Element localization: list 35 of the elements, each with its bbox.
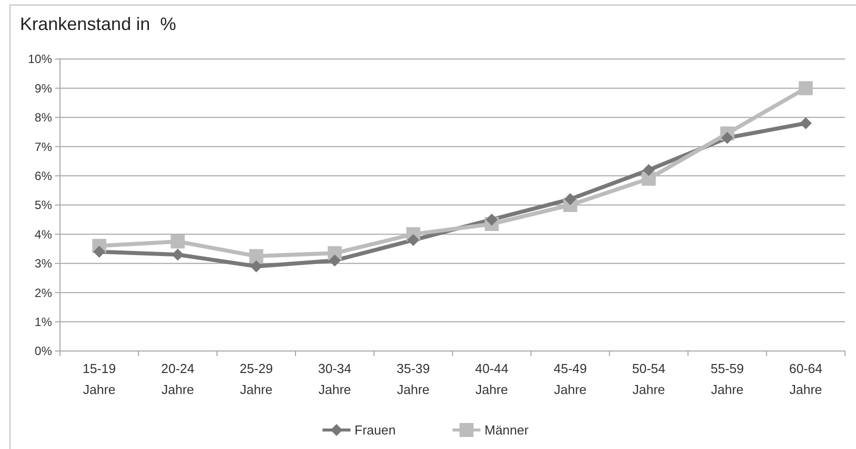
x-tick-label: 35-39 Jahre — [396, 361, 430, 397]
y-tick-label: 9% — [34, 81, 52, 96]
y-tick-label: 2% — [34, 286, 52, 300]
x-tick-label: 15-19 Jahre — [82, 361, 116, 397]
legend-label: Frauen — [354, 422, 396, 438]
point — [721, 132, 734, 144]
chart-title: Krankenstand in % — [20, 14, 176, 34]
x-tick-label: 50-54 Jahre — [632, 361, 666, 397]
x-tick-label: 20-24 Jahre — [161, 361, 194, 397]
x-tick-label: 55-59 Jahre — [710, 361, 744, 397]
point — [407, 234, 420, 246]
point — [93, 246, 106, 258]
point — [800, 117, 812, 130]
y-tick-label: 6% — [34, 169, 52, 183]
x-tick-label: 30-34 Jahre — [318, 361, 352, 397]
x-tick-label: 45-49 Jahre — [554, 361, 587, 397]
x-tick-label: 25-29 Jahre — [240, 361, 273, 397]
y-tick-label: 1% — [34, 315, 52, 329]
legend-label: Männer — [484, 422, 530, 438]
point — [798, 81, 813, 96]
point — [170, 234, 185, 248]
point — [249, 249, 264, 264]
y-tick-label: 4% — [34, 227, 52, 242]
y-tick-label: 0% — [34, 344, 52, 358]
point — [564, 193, 576, 206]
x-tick-label: 60-64 Jahre — [789, 361, 822, 397]
y-tick-label: 3% — [34, 256, 52, 271]
y-tick-label: 8% — [34, 110, 52, 125]
x-tick-label: 40-44 Jahre — [475, 361, 508, 397]
point — [486, 214, 498, 226]
y-tick-label: 5% — [34, 198, 52, 212]
y-tick-label: 10% — [28, 52, 52, 66]
point — [642, 164, 655, 176]
y-tick-label: 7% — [34, 140, 52, 154]
point — [328, 254, 341, 266]
